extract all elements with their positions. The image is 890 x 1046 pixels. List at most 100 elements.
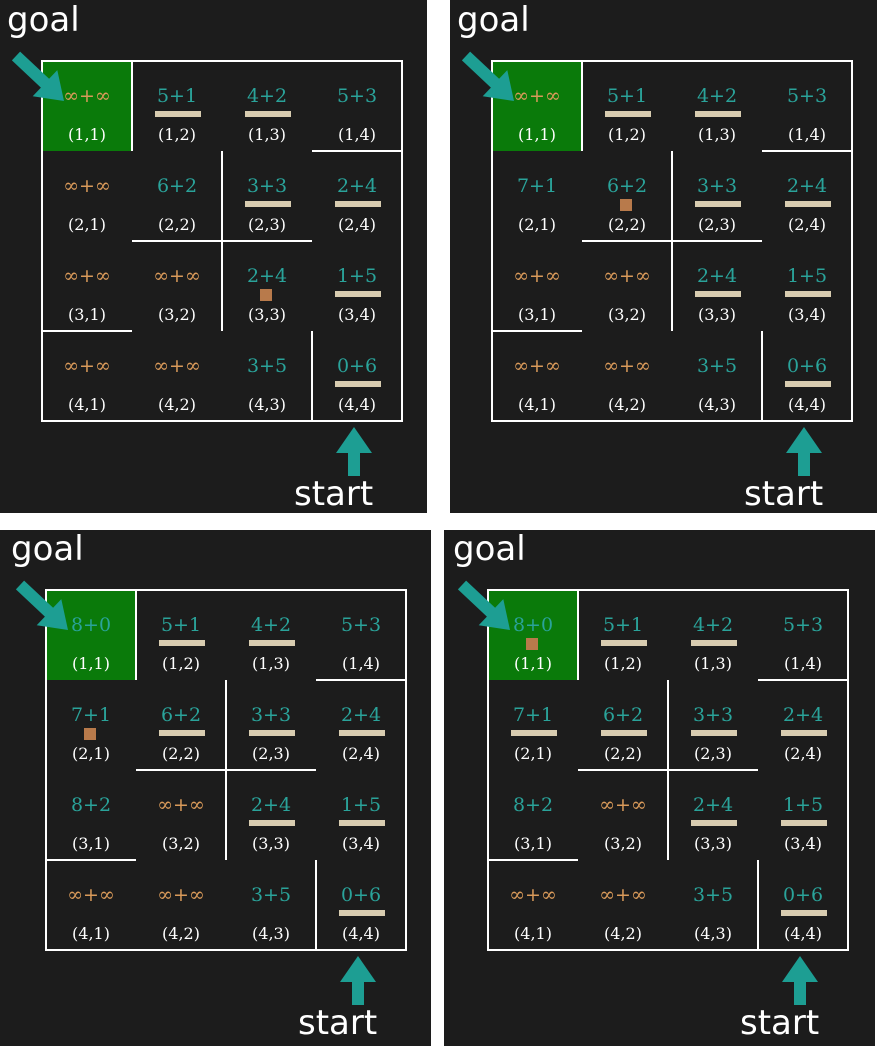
cell-score: 5+3 [340,614,382,636]
cell-score: 1+5 [782,794,824,816]
cell-score: 2+4 [782,704,824,726]
cell-coordinate: (2,4) [338,215,376,234]
visited-underline [335,201,381,207]
maze-cell: 4+2 (1,3) [222,61,312,151]
cell-coordinate: (2,2) [604,744,642,763]
maze-cell: 1+5 (3,4) [312,241,402,331]
cell-score: 2+4 [336,175,378,197]
cell-score: 3+3 [246,175,288,197]
visited-underline [695,201,741,207]
cell-score: ∞+∞ [599,884,647,906]
cell-score: ∞+∞ [603,265,651,287]
goal-label: goal [7,0,80,40]
maze-cell: ∞+∞ (2,1) [42,151,132,241]
cell-coordinate: (4,2) [162,924,200,943]
maze-cell: 2+4 (3,3) [672,241,762,331]
visited-underline [249,640,295,646]
cell-score: ∞+∞ [63,265,111,287]
maze-cell: 1+5 (3,4) [316,770,406,860]
current-position-marker [620,199,632,211]
maze-cell: ∞+∞ (4,2) [136,860,226,950]
cell-coordinate: (1,1) [518,125,556,144]
maze-cell: 6+2 (2,2) [136,680,226,770]
cell-score: ∞+∞ [509,884,557,906]
cell-score: ∞+∞ [157,794,205,816]
cell-score: 4+2 [696,85,738,107]
maze-cell: 5+1 (1,2) [578,590,668,680]
maze-cell: 0+6 (4,4) [758,860,848,950]
maze-outer-wall [41,60,403,422]
maze-cell: 1+5 (3,4) [762,241,852,331]
cell-coordinate: (1,1) [68,125,106,144]
cell-coordinate: (2,2) [158,215,196,234]
maze-outer-wall [45,589,407,951]
visited-underline [249,730,295,736]
maze-outer-wall [487,589,849,951]
cell-score: 2+4 [250,794,292,816]
cell-score: 7+1 [70,704,112,726]
cell-coordinate: (1,1) [72,654,110,673]
maze-cell: 8+2 (3,1) [46,770,136,860]
maze-cell: 5+3 (1,4) [758,590,848,680]
cell-score: 8+0 [512,614,554,636]
cell-coordinate: (1,4) [342,654,380,673]
maze-cell: 2+4 (2,4) [312,151,402,241]
maze-cell: 2+4 (3,3) [668,770,758,860]
maze-cell: 0+6 (4,4) [312,331,402,421]
maze-cell: 8+0 (1,1) [46,590,136,680]
cell-score: ∞+∞ [513,355,561,377]
maze-cell: ∞+∞ (1,1) [42,61,132,151]
cell-score: 5+1 [156,85,198,107]
cell-coordinate: (3,3) [248,305,286,324]
cell-coordinate: (3,4) [784,834,822,853]
cell-coordinate: (1,4) [338,125,376,144]
maze-cell: 8+0 (1,1) [488,590,578,680]
cell-score: 5+1 [160,614,202,636]
maze-cell: 3+3 (2,3) [226,680,316,770]
cell-coordinate: (4,1) [518,395,556,414]
maze-cell: 3+3 (2,3) [668,680,758,770]
maze-cell: ∞+∞ (3,1) [492,241,582,331]
cell-coordinate: (3,3) [252,834,290,853]
cell-score: 4+2 [250,614,292,636]
maze-cell: 5+3 (1,4) [312,61,402,151]
maze-cell: ∞+∞ (3,1) [42,241,132,331]
maze-cell: 7+1 (2,1) [492,151,582,241]
cell-score: 6+2 [156,175,198,197]
cell-coordinate: (2,1) [514,744,552,763]
cell-score: ∞+∞ [603,355,651,377]
cell-score: 1+5 [786,265,828,287]
cell-coordinate: (1,2) [158,125,196,144]
maze-panel-step-2: ∞+∞ (1,1) 5+1 (1,2) 4+2 (1,3) 5+3 (1,4) 7+1 (2,1)… [450,0,877,513]
maze-cell: 6+2 (2,2) [578,680,668,770]
cell-coordinate: (1,3) [252,654,290,673]
cell-coordinate: (4,2) [158,395,196,414]
maze-cell: 3+5 (4,3) [672,331,762,421]
maze-cell: 3+3 (2,3) [672,151,762,241]
visited-underline [785,381,831,387]
cell-score: 4+2 [246,85,288,107]
cell-score: 5+1 [602,614,644,636]
cell-coordinate: (4,3) [248,395,286,414]
cell-score: ∞+∞ [63,85,111,107]
cell-coordinate: (4,4) [788,395,826,414]
cell-coordinate: (3,4) [338,305,376,324]
visited-underline [249,820,295,826]
cell-score: ∞+∞ [157,884,205,906]
cell-score: 2+4 [246,265,288,287]
cell-score: 7+1 [516,175,558,197]
cell-coordinate: (3,4) [788,305,826,324]
maze-cell: 1+5 (3,4) [758,770,848,860]
visited-underline [339,730,385,736]
maze-cell: ∞+∞ (4,2) [582,331,672,421]
cell-coordinate: (3,1) [518,305,556,324]
cell-score: 5+3 [782,614,824,636]
maze-cell: 8+2 (3,1) [488,770,578,860]
cell-coordinate: (3,2) [158,305,196,324]
maze-cell: ∞+∞ (4,1) [42,331,132,421]
visited-underline [781,910,827,916]
cell-score: 0+6 [336,355,378,377]
cell-score: 3+3 [696,175,738,197]
start-label: start [298,1003,378,1043]
cell-coordinate: (1,1) [514,654,552,673]
